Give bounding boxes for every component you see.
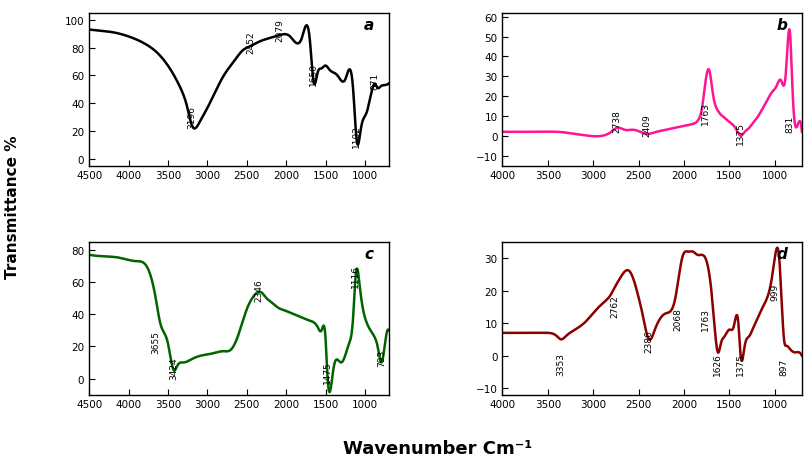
Text: 2386: 2386 bbox=[645, 330, 654, 353]
Text: c: c bbox=[364, 247, 373, 262]
Text: Transmittance %: Transmittance % bbox=[5, 135, 19, 278]
Text: 897: 897 bbox=[779, 358, 788, 375]
Text: 1375: 1375 bbox=[736, 122, 745, 145]
Text: 1475: 1475 bbox=[323, 361, 332, 384]
Text: 3655: 3655 bbox=[151, 330, 160, 353]
Text: 1626: 1626 bbox=[714, 353, 723, 375]
Text: 1375: 1375 bbox=[736, 353, 745, 375]
Text: 3424: 3424 bbox=[169, 356, 178, 379]
Text: 1102: 1102 bbox=[352, 125, 361, 148]
Text: 3353: 3353 bbox=[556, 353, 565, 375]
Text: 831: 831 bbox=[786, 115, 795, 133]
Text: b: b bbox=[776, 18, 787, 34]
Text: 2068: 2068 bbox=[673, 307, 682, 330]
Text: 1763: 1763 bbox=[701, 101, 710, 124]
Text: d: d bbox=[776, 247, 787, 262]
Text: 2409: 2409 bbox=[642, 114, 651, 136]
Text: 999: 999 bbox=[770, 284, 779, 301]
Text: 2346: 2346 bbox=[254, 279, 263, 302]
Text: 2079: 2079 bbox=[275, 19, 284, 41]
Text: 3196: 3196 bbox=[187, 106, 196, 129]
Text: 1763: 1763 bbox=[701, 307, 710, 330]
Text: 1116: 1116 bbox=[352, 264, 360, 287]
Text: 2762: 2762 bbox=[610, 294, 620, 317]
Text: Wavenumber Cm⁻¹: Wavenumber Cm⁻¹ bbox=[343, 439, 532, 457]
Text: 2738: 2738 bbox=[612, 110, 621, 133]
Text: 793: 793 bbox=[377, 349, 386, 366]
Text: 871: 871 bbox=[371, 73, 380, 90]
Text: 2452: 2452 bbox=[246, 31, 255, 54]
Text: a: a bbox=[364, 18, 373, 34]
Text: 1650: 1650 bbox=[309, 63, 318, 86]
